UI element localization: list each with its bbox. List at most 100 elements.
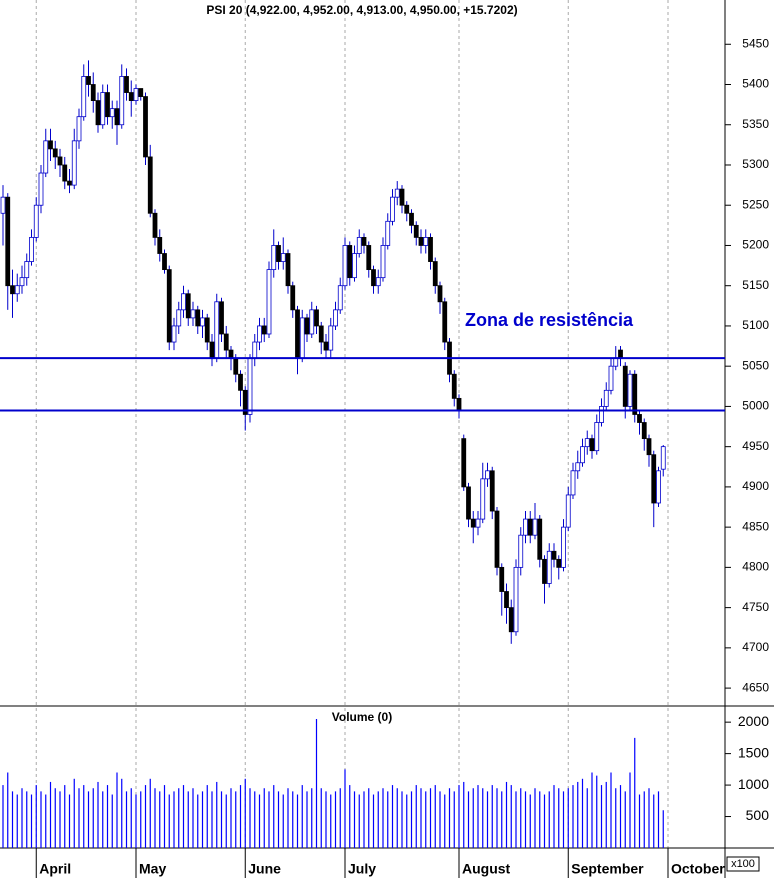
candle-body xyxy=(428,237,433,262)
x-tick-label: May xyxy=(139,861,166,877)
candle-body xyxy=(361,237,367,246)
candle-body xyxy=(432,261,438,287)
candle-body xyxy=(204,317,210,343)
candle-body xyxy=(513,566,519,633)
candle-body xyxy=(480,478,486,520)
y-tick-label: 1500 xyxy=(738,744,769,760)
candle-body xyxy=(233,357,239,375)
candle-body xyxy=(257,325,262,343)
candle-body xyxy=(261,325,267,335)
candle-body xyxy=(43,140,49,174)
candle-body xyxy=(138,88,144,97)
candle-body xyxy=(162,253,167,271)
candle-body xyxy=(523,518,528,536)
candle-body xyxy=(489,470,495,512)
candle-body xyxy=(532,518,538,536)
candle-body xyxy=(390,196,395,222)
candle-body xyxy=(24,261,30,279)
y-tick-label: 4650 xyxy=(742,680,769,694)
x-tick-label: September xyxy=(571,861,644,877)
candle-body xyxy=(413,224,419,238)
y-tick-label: 5300 xyxy=(742,157,769,171)
candle-body xyxy=(295,309,300,359)
candle-body xyxy=(342,245,348,287)
candle-body xyxy=(128,92,134,101)
candle-body xyxy=(62,164,68,182)
candle-body xyxy=(366,245,372,271)
y-tick-label: 1000 xyxy=(738,776,769,792)
candle-body xyxy=(570,470,576,496)
candle-body xyxy=(242,389,248,415)
y-tick-label: 4950 xyxy=(742,439,769,453)
candle-body xyxy=(608,365,614,391)
candle-body xyxy=(328,325,334,351)
candle-body xyxy=(14,285,20,295)
candle-body xyxy=(304,317,310,335)
candle-body xyxy=(504,591,509,609)
candle-body xyxy=(542,558,547,584)
candle-body xyxy=(81,76,87,118)
candle-body xyxy=(86,76,91,85)
x-tick-label: August xyxy=(462,861,511,877)
candle-body xyxy=(176,309,182,327)
candle-body xyxy=(475,518,481,528)
candle-body xyxy=(466,486,471,520)
candle-body xyxy=(423,237,429,246)
volume-title: Volume (0) xyxy=(332,710,392,724)
candle-body xyxy=(451,373,457,399)
candle-body xyxy=(314,309,319,327)
candle-body xyxy=(404,204,410,214)
candle-body xyxy=(599,406,604,423)
candle-body xyxy=(209,341,215,359)
candle-body xyxy=(57,156,63,166)
candle-body xyxy=(181,293,186,311)
candle-body xyxy=(157,237,163,254)
candle-body xyxy=(190,309,196,319)
candle-body xyxy=(100,92,106,126)
annotation: Zona de resistência xyxy=(465,310,634,330)
candle-body xyxy=(461,438,467,488)
candle-body xyxy=(632,373,638,415)
candle-body xyxy=(589,438,595,452)
candle-body xyxy=(651,454,657,504)
y-tick-label: 4900 xyxy=(742,479,769,493)
candle-body xyxy=(29,237,34,262)
candle-body xyxy=(584,438,590,448)
candle-body xyxy=(285,253,291,287)
candle-body xyxy=(223,333,229,351)
candle-body xyxy=(67,180,72,186)
candle-body xyxy=(90,84,96,101)
candle-body xyxy=(219,301,224,335)
candle-body xyxy=(580,446,585,464)
candle-body xyxy=(494,510,500,568)
candle-body xyxy=(527,518,533,536)
y-tick-label: 5000 xyxy=(742,399,769,413)
candle-body xyxy=(546,550,552,584)
candle-body xyxy=(603,389,609,407)
candle-body xyxy=(133,88,139,101)
candle-body xyxy=(442,301,448,343)
y-tick-label: 5250 xyxy=(742,197,769,211)
candle-body xyxy=(33,204,39,238)
candle-body xyxy=(95,100,101,126)
candle-body xyxy=(333,309,338,327)
chart-title: PSI 20 (4,922.00, 4,952.00, 4,913.00, 4,… xyxy=(206,3,517,17)
candle-body xyxy=(656,470,661,504)
candle-body xyxy=(214,301,220,359)
candle-body xyxy=(309,309,315,335)
candle-body xyxy=(48,140,53,150)
candle-body xyxy=(19,277,25,287)
candle-body xyxy=(124,76,129,93)
y-tick-label: 4850 xyxy=(742,519,769,533)
candle-body xyxy=(394,188,400,198)
x-tick-label: April xyxy=(39,861,71,877)
candle-body xyxy=(147,156,153,214)
y-tick-label: 2000 xyxy=(738,713,769,729)
y-tick-label: 5100 xyxy=(742,318,769,332)
candle-body xyxy=(247,357,253,415)
candle-body xyxy=(252,341,258,359)
candle-body xyxy=(119,76,125,126)
candle-body xyxy=(371,269,376,287)
candle-body xyxy=(456,397,462,411)
